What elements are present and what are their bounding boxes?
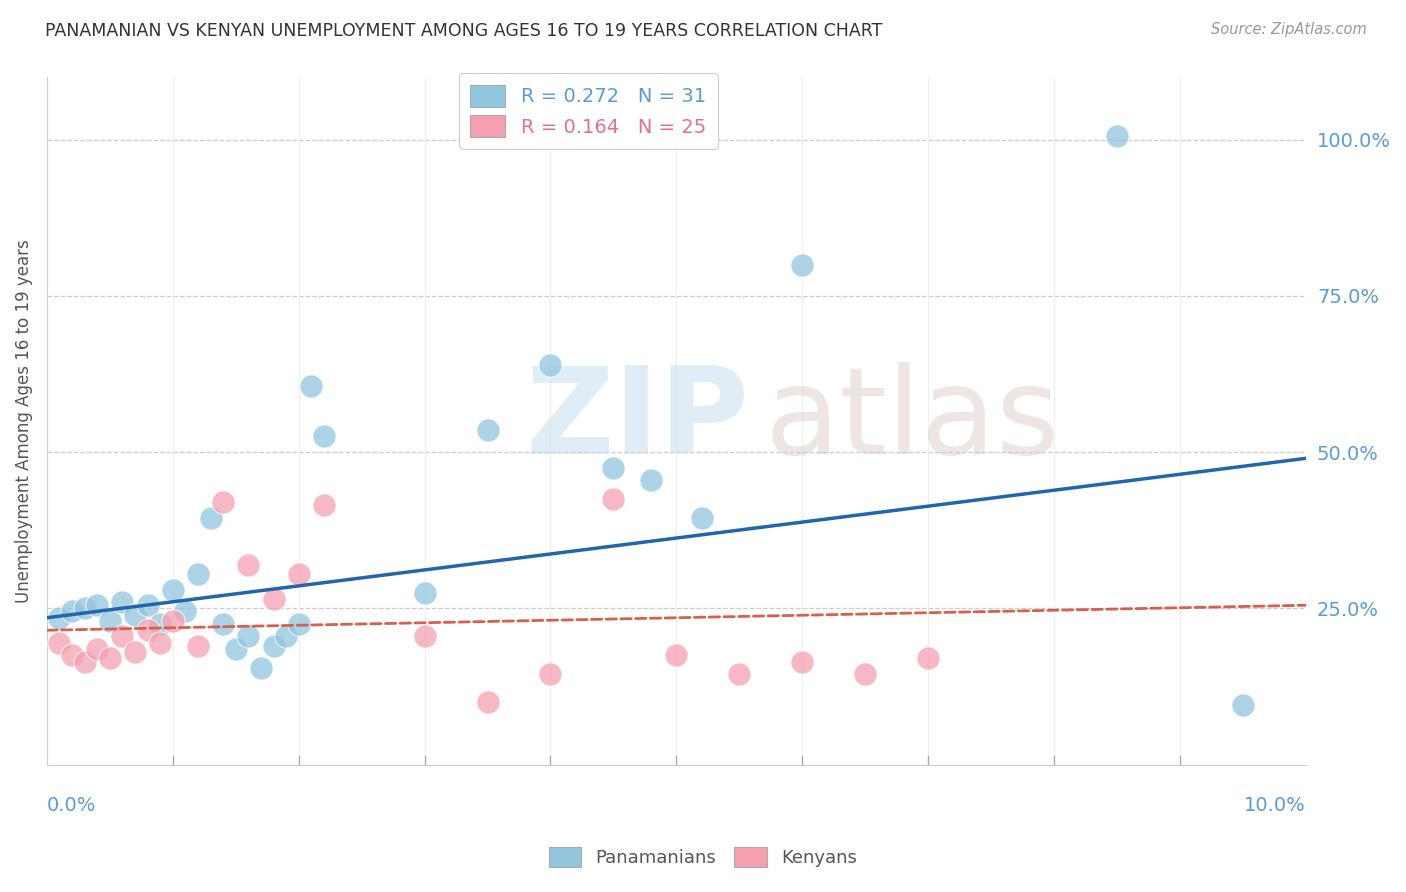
Point [124,645,146,659]
Point [86,642,108,657]
Legend: R = 0.272   N = 31, R = 0.164   N = 25: R = 0.272 N = 31, R = 0.164 N = 25 [458,73,718,149]
Point [187,639,209,653]
Point [60,648,83,663]
Text: 10.0%: 10.0% [1244,796,1306,814]
Point [665,648,688,663]
Point [149,617,172,632]
Text: PANAMANIAN VS KENYAN UNEMPLOYMENT AMONG AGES 16 TO 19 YEARS CORRELATION CHART: PANAMANIAN VS KENYAN UNEMPLOYMENT AMONG … [45,22,883,40]
Point [274,630,297,644]
Point [917,651,939,665]
Point [263,592,285,607]
Text: 0.0%: 0.0% [46,796,96,814]
Point [312,429,335,443]
Point [250,661,273,675]
Point [602,491,624,506]
Point [690,510,713,524]
Point [413,586,436,600]
Point [73,655,96,669]
Point [98,614,121,628]
Point [728,667,751,681]
Point [287,566,309,581]
Point [48,611,70,625]
Point [212,617,235,632]
Point [60,605,83,619]
Point [1105,129,1128,144]
Point [792,258,814,272]
Point [48,636,70,650]
Point [792,655,814,669]
Text: Source: ZipAtlas.com: Source: ZipAtlas.com [1211,22,1367,37]
Point [136,599,159,613]
Point [1232,698,1254,713]
Point [477,423,499,437]
Point [312,498,335,512]
Point [149,636,172,650]
Point [187,566,209,581]
Point [111,595,134,609]
Point [162,614,184,628]
Point [86,599,108,613]
Point [111,630,134,644]
Point [299,379,322,393]
Point [200,510,222,524]
Point [136,624,159,638]
Legend: Panamanians, Kenyans: Panamanians, Kenyans [541,839,865,874]
Text: atlas: atlas [765,362,1060,479]
Point [73,601,96,615]
Point [287,617,309,632]
Y-axis label: Unemployment Among Ages 16 to 19 years: Unemployment Among Ages 16 to 19 years [15,239,32,603]
Point [174,605,197,619]
Text: ZIP: ZIP [526,362,749,479]
Point [238,558,260,572]
Point [212,495,235,509]
Point [225,642,247,657]
Point [853,667,876,681]
Point [540,667,562,681]
Point [413,630,436,644]
Point [238,630,260,644]
Point [263,639,285,653]
Point [540,358,562,372]
Point [477,695,499,709]
Point [602,460,624,475]
Point [98,651,121,665]
Point [124,607,146,622]
Point [162,582,184,597]
Point [640,473,662,487]
